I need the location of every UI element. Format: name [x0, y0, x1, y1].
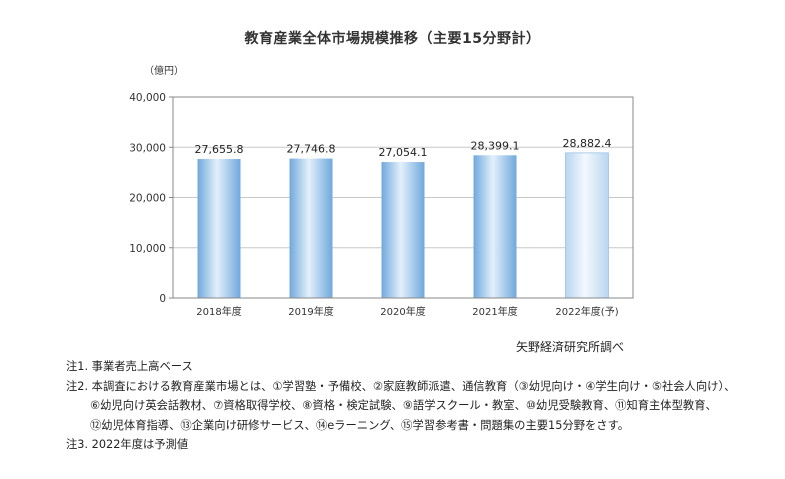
note-2: 注2. 本調査における教育産業市場とは、①学習塾・予備校、②家庭教師派遣、通信教…: [66, 379, 736, 393]
source-credit: 矢野経済研究所調べ: [516, 340, 625, 354]
y-tick-label: 0: [159, 293, 166, 305]
forecast-bar: [565, 152, 609, 299]
note-2-continued: ⑫幼児体育指導、⑬企業向け研修サービス、⑭eラーニング、⑮学習参考書・問題集の主…: [90, 418, 630, 432]
note-3: 注3. 2022年度は予測値: [66, 438, 189, 451]
bar: [289, 158, 333, 298]
y-tick-label: 10,000: [129, 243, 166, 255]
y-tick-label: 40,000: [129, 92, 166, 104]
y-tick-label: 20,000: [129, 193, 166, 205]
note-1: 注1. 事業者売上高ベース: [66, 360, 193, 373]
notes-block: 注1. 事業者売上高ベース 注2. 本調査における教育産業市場とは、①学習塾・予…: [66, 357, 778, 455]
y-axis-unit-label: （億円）: [144, 64, 184, 77]
y-tick-label: 30,000: [129, 142, 166, 154]
chart-title: 教育産業全体市場規模推移（主要15分野計）: [244, 31, 541, 47]
bar: [473, 155, 517, 298]
bar: [197, 159, 241, 298]
bar: [381, 162, 425, 298]
note-2-continued: ⑥幼児向け英会話教材、⑦資格取得学校、⑧資格・検定試験、⑨語学スクール・教室、⑩…: [90, 399, 717, 412]
bar-value-label: 27,655.8: [195, 143, 244, 156]
bar-value-label: 28,882.4: [563, 137, 612, 150]
bar-value-label: 27,054.1: [379, 146, 428, 159]
plot-area-frame: [172, 96, 634, 299]
x-category-label: 2022年度(予): [555, 305, 618, 318]
x-category-label: 2020年度: [380, 305, 425, 318]
x-category-label: 2019年度: [288, 305, 333, 318]
bar-value-label: 27,746.8: [287, 143, 336, 156]
x-category-label: 2021年度: [472, 305, 517, 318]
x-category-label: 2018年度: [196, 305, 241, 318]
bar-value-label: 28,399.1: [471, 139, 520, 152]
